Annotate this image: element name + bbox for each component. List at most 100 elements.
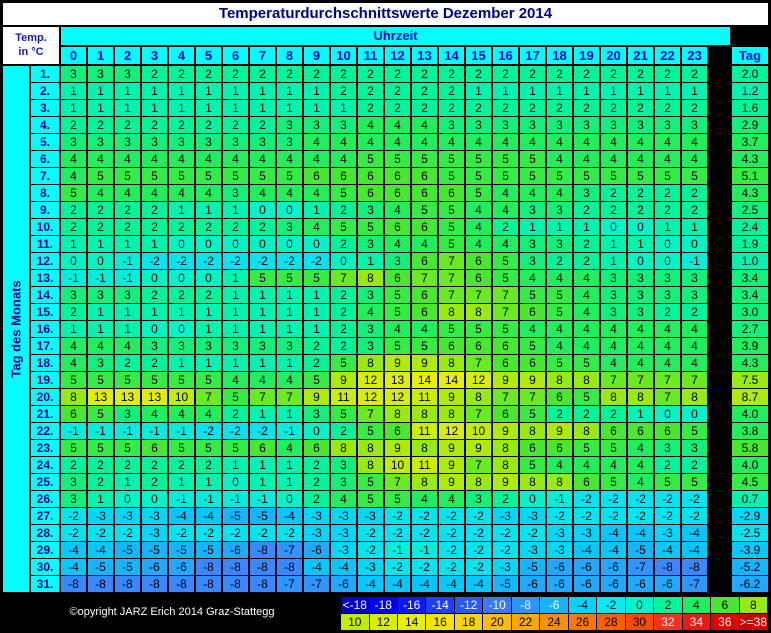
heatmap-cell: 6 bbox=[385, 185, 410, 201]
heatmap-cell: 8 bbox=[412, 474, 437, 490]
heatmap-cell: 8 bbox=[358, 270, 383, 286]
legend-swatch: 0 bbox=[625, 597, 654, 613]
heatmap-cell: 5 bbox=[358, 491, 383, 507]
heatmap-cell: 3 bbox=[439, 117, 464, 133]
heatmap-cell: 2 bbox=[142, 355, 167, 371]
heatmap-cell: 5 bbox=[682, 474, 707, 490]
heatmap-cell: 3 bbox=[466, 491, 491, 507]
legend-swatch: -4 bbox=[568, 597, 597, 613]
daily-average-cell: 5.8 bbox=[732, 440, 768, 456]
heatmap-cell: -6 bbox=[331, 576, 356, 592]
heatmap-cell: 2 bbox=[169, 457, 194, 473]
heatmap-cell: -4 bbox=[277, 508, 302, 524]
heatmap-cell: 1 bbox=[304, 83, 329, 99]
legend-swatch: -6 bbox=[540, 597, 568, 613]
heatmap-cell: 14 bbox=[439, 372, 464, 388]
heatmap-cell: 8 bbox=[574, 372, 599, 388]
heatmap-cell: 7 bbox=[493, 287, 518, 303]
heatmap-cell: 5 bbox=[385, 304, 410, 320]
heatmap-cell: -1 bbox=[277, 423, 302, 439]
heatmap-cell: -1 bbox=[115, 423, 140, 439]
heatmap-cell: 4 bbox=[574, 321, 599, 337]
heatmap-cell: -6 bbox=[628, 576, 653, 592]
heatmap-cell: 5 bbox=[223, 168, 248, 184]
heatmap-cell: 4 bbox=[682, 338, 707, 354]
heatmap-cell: -6 bbox=[655, 576, 680, 592]
heatmap-cell: 2 bbox=[61, 304, 86, 320]
heatmap-cell: 0 bbox=[277, 202, 302, 218]
heatmap-cell: 4 bbox=[547, 457, 572, 473]
heatmap-cell: 4 bbox=[277, 372, 302, 388]
heatmap-cell: 9 bbox=[385, 440, 410, 456]
heatmap-cell: -4 bbox=[169, 508, 194, 524]
heatmap-cell: -3 bbox=[655, 525, 680, 541]
heatmap-cell: 0 bbox=[304, 423, 329, 439]
heatmap-cell: -2 bbox=[520, 525, 545, 541]
heatmap-cell: 6 bbox=[250, 440, 275, 456]
heatmap-cell: 1 bbox=[115, 321, 140, 337]
heatmap-cell: 1 bbox=[223, 304, 248, 320]
heatmap-cell: 3 bbox=[250, 338, 275, 354]
heatmap-cell: 4 bbox=[601, 355, 626, 371]
heatmap-cell: 12 bbox=[466, 372, 491, 388]
heatmap-cell: -3 bbox=[88, 508, 113, 524]
heatmap-cell: -2 bbox=[250, 253, 275, 269]
heatmap-cell: -2 bbox=[655, 491, 680, 507]
heatmap-cell: -4 bbox=[574, 542, 599, 558]
heatmap-cell: 9 bbox=[439, 440, 464, 456]
heatmap-cell: 0 bbox=[277, 236, 302, 252]
hour-header-14: 14 bbox=[439, 47, 464, 64]
heatmap-cell: 1 bbox=[277, 457, 302, 473]
heatmap-cell: 5 bbox=[196, 372, 221, 388]
heatmap-cell: 3 bbox=[142, 338, 167, 354]
heatmap-cell: 3 bbox=[682, 440, 707, 456]
heatmap-cell: 3 bbox=[547, 202, 572, 218]
heatmap-cell: 3 bbox=[601, 117, 626, 133]
heatmap-cell: 5 bbox=[493, 253, 518, 269]
day-label: 14. bbox=[31, 287, 59, 303]
heatmap-cell: 1 bbox=[196, 474, 221, 490]
heatmap-cell: 0 bbox=[196, 270, 221, 286]
heatmap-cell: 5 bbox=[439, 151, 464, 167]
heatmap-cell: 4 bbox=[277, 151, 302, 167]
heatmap-cell: 4 bbox=[142, 185, 167, 201]
heatmap-cell: 3 bbox=[61, 287, 86, 303]
hour-header-15: 15 bbox=[466, 47, 491, 64]
heatmap-cell: 2 bbox=[547, 100, 572, 116]
daily-average-cell: 4.5 bbox=[732, 474, 768, 490]
heatmap-cell: 7 bbox=[439, 287, 464, 303]
heatmap-cell: 5 bbox=[331, 219, 356, 235]
heatmap-cell: -5 bbox=[628, 542, 653, 558]
heatmap-cell: -2 bbox=[142, 253, 167, 269]
heatmap-cell: 4 bbox=[61, 151, 86, 167]
heatmap-cell: 1 bbox=[196, 304, 221, 320]
heatmap-cell: 4 bbox=[358, 134, 383, 150]
heatmap-cell: 5 bbox=[88, 406, 113, 422]
heatmap-cell: 8 bbox=[601, 389, 626, 405]
heatmap-cell: 2 bbox=[574, 202, 599, 218]
heatmap-cell: 4 bbox=[601, 134, 626, 150]
heatmap-cell: 5 bbox=[628, 168, 653, 184]
heatmap-cell: 1 bbox=[331, 100, 356, 116]
heatmap-cell: 2 bbox=[574, 66, 599, 82]
hour-header-23: 23 bbox=[682, 47, 707, 64]
heatmap-cell: 2 bbox=[61, 117, 86, 133]
heatmap-cell: 4 bbox=[331, 134, 356, 150]
heatmap-cell: 5 bbox=[466, 151, 491, 167]
heatmap-cell: 4 bbox=[358, 117, 383, 133]
heatmap-cell: 4 bbox=[358, 304, 383, 320]
heatmap-cell: 3 bbox=[628, 304, 653, 320]
heatmap-cell: -8 bbox=[250, 542, 275, 558]
heatmap-cell: 3 bbox=[223, 185, 248, 201]
heatmap-cell: 9 bbox=[520, 372, 545, 388]
heatmap-cell: 5 bbox=[358, 219, 383, 235]
heatmap-cell: 11 bbox=[412, 457, 437, 473]
heatmap-cell: -2 bbox=[196, 253, 221, 269]
legend-swatch: -16 bbox=[397, 597, 426, 613]
day-label: 17. bbox=[31, 338, 59, 354]
day-label: 30. bbox=[31, 559, 59, 575]
heatmap-cell: 4 bbox=[385, 321, 410, 337]
heatmap-cell: 6 bbox=[385, 423, 410, 439]
heatmap-cell: 5 bbox=[304, 372, 329, 388]
day-label: 12. bbox=[31, 253, 59, 269]
